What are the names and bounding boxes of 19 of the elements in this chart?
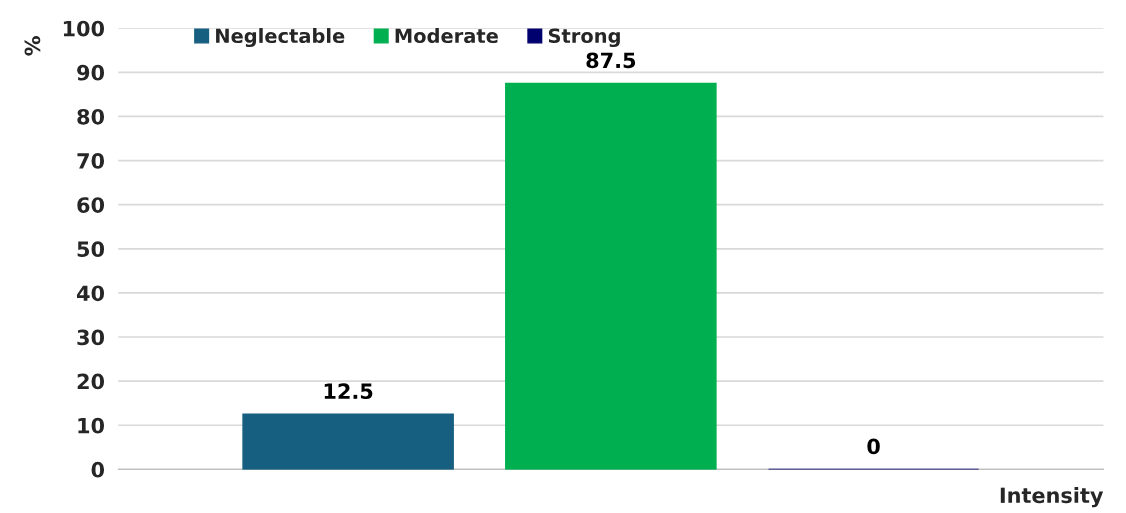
- y-tick-label: 60: [77, 197, 105, 213]
- y-tick-label: 30: [77, 329, 105, 346]
- y-tick-label: 90: [77, 64, 105, 81]
- x-axis-title: Intensity: [1000, 487, 1104, 508]
- y-tick-label: 80: [77, 108, 105, 125]
- y-tick-label: 100: [63, 20, 105, 37]
- y-axis-title: %: [24, 36, 41, 56]
- y-tick-label: 0: [91, 461, 105, 478]
- data-label: 0: [867, 438, 880, 455]
- legend-label: Neglectable: [216, 28, 345, 48]
- y-tick-label: 10: [78, 417, 105, 434]
- legend-label: Strong: [548, 28, 620, 48]
- data-label: 12.5: [324, 383, 373, 400]
- legend-label: Moderate: [395, 28, 498, 44]
- data-label: 87.5: [586, 52, 636, 69]
- y-tick-label: 40: [76, 285, 105, 302]
- y-tick-label: 70: [77, 153, 105, 169]
- y-tick-label: 50: [77, 241, 105, 258]
- y-tick-label: 20: [77, 373, 105, 390]
